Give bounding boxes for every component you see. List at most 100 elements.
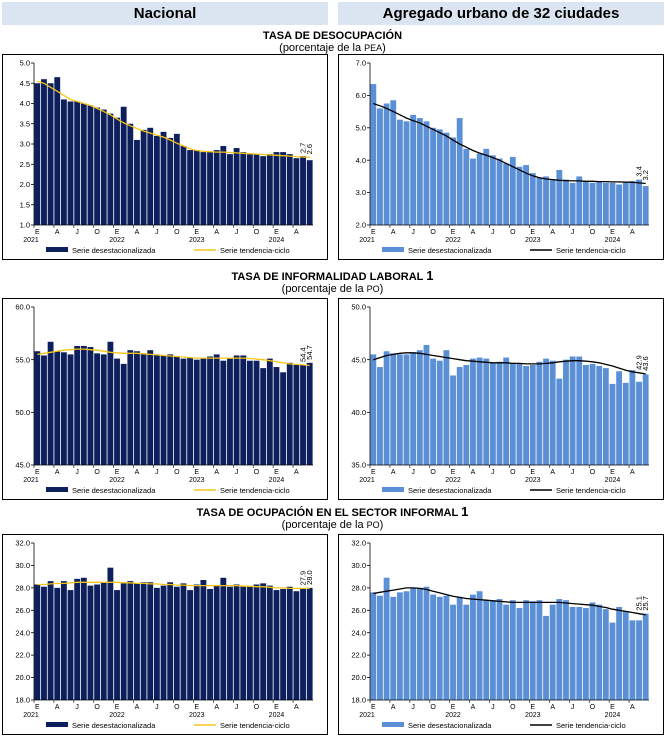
bar [463,364,470,465]
bar [443,350,450,465]
y-tick-label: 30.0 [351,561,366,570]
bar [636,179,642,225]
bar [87,347,94,465]
x-tick-label: A [550,704,555,711]
legend-trend-label: Serie tendencia-ciclo [220,721,290,730]
trend-line [373,102,646,185]
chart-informalidad-nacional: 45.0 50.0 55.0 60.0 E A J O E A J O E A J O E A 2021 2022 20… [2,298,328,500]
legend-trend-label: Serie tendencia-ciclo [556,246,626,255]
bar [390,596,397,700]
bar [622,182,629,225]
x-tick-label: A [294,704,299,711]
year-label: 2021 [359,237,375,244]
bar [489,362,496,465]
bar [233,148,240,225]
year-label: 2024 [269,237,285,244]
bar [582,181,589,225]
bar [54,587,61,700]
y-tick-label: 3.5 [20,119,30,128]
bar [213,585,220,700]
bar [383,577,390,700]
y-tick-label: 26.0 [15,606,30,615]
year-label: 2024 [605,477,621,484]
x-tick-label: J [75,469,79,476]
bar [153,135,160,225]
y-tick-label: 4.0 [356,156,366,165]
bar [266,585,273,700]
chart-sector-informal-urbano: 18.0 20.0 22.0 24.0 26.0 28.0 30.0 32.0 E A J O E A J O… [338,534,664,735]
bar [476,591,483,700]
bar [629,370,636,465]
y-tick-label: 18.0 [15,696,30,705]
x-tick-label: A [471,229,476,236]
x-tick-label: J [235,704,239,711]
end-value-label: 43.6 [641,356,650,371]
y-tick-label: 4.0 [20,99,30,108]
x-tick-label: O [430,469,436,476]
bar [416,587,423,700]
bar [563,600,569,700]
x-tick-label: A [630,704,635,711]
year-label: 2023 [525,237,541,244]
end-value-label: 54.4 [299,347,308,362]
year-label: 2024 [605,712,621,719]
x-tick-label: O [254,229,260,236]
bar [80,345,87,465]
bar [147,127,154,225]
year-label: 2021 [23,237,39,244]
bar [456,367,463,465]
x-tick-label: A [550,469,555,476]
year-label: 2023 [189,237,205,244]
bar [187,150,194,225]
x-tick-label: A [55,704,60,711]
y-tick-label: 35.0 [351,461,366,470]
bar [576,606,583,700]
section-subtitle: (porcentaje de la PEA) [279,42,386,54]
legend-trend-label: Serie tendencia-ciclo [556,486,626,495]
bar [94,107,101,225]
bar [41,355,47,465]
bar [233,584,240,700]
legend-trend-label: Serie tendencia-ciclo [220,246,290,255]
x-tick-label: A [391,704,396,711]
header-nacional: Nacional [2,2,328,25]
bar [120,583,127,700]
bar [589,363,596,465]
bar [523,600,530,700]
x-tick-label: A [391,229,396,236]
section-subtitle: (porcentaje de la PO) [281,283,384,295]
y-tick-label: 50.0 [15,408,30,417]
x-tick-label: E [610,229,615,236]
bar [47,83,54,225]
bar [403,354,410,465]
bar [94,353,101,465]
bar [642,613,649,700]
year-label: 2024 [269,477,285,484]
bar [213,150,220,225]
bar [100,354,107,465]
bar [306,587,313,700]
bar [556,169,563,225]
bar [67,354,74,465]
bar [396,119,403,225]
bar [410,587,417,700]
bar [273,367,280,465]
x-tick-label: O [510,704,516,711]
bar [127,350,134,465]
end-value-label: 2.6 [305,144,314,154]
x-tick-label: A [391,469,396,476]
x-tick-label: A [55,469,60,476]
x-tick-label: A [135,469,140,476]
bar [306,362,313,465]
trend-line [37,348,310,367]
bar [54,351,61,465]
year-label: 2023 [189,477,205,484]
bar [616,606,623,700]
bar [423,586,430,700]
bar [286,586,293,700]
year-label: 2024 [605,237,621,244]
bar [509,362,516,465]
bar [240,355,247,465]
bar [549,604,556,700]
x-tick-label: J [75,229,79,236]
